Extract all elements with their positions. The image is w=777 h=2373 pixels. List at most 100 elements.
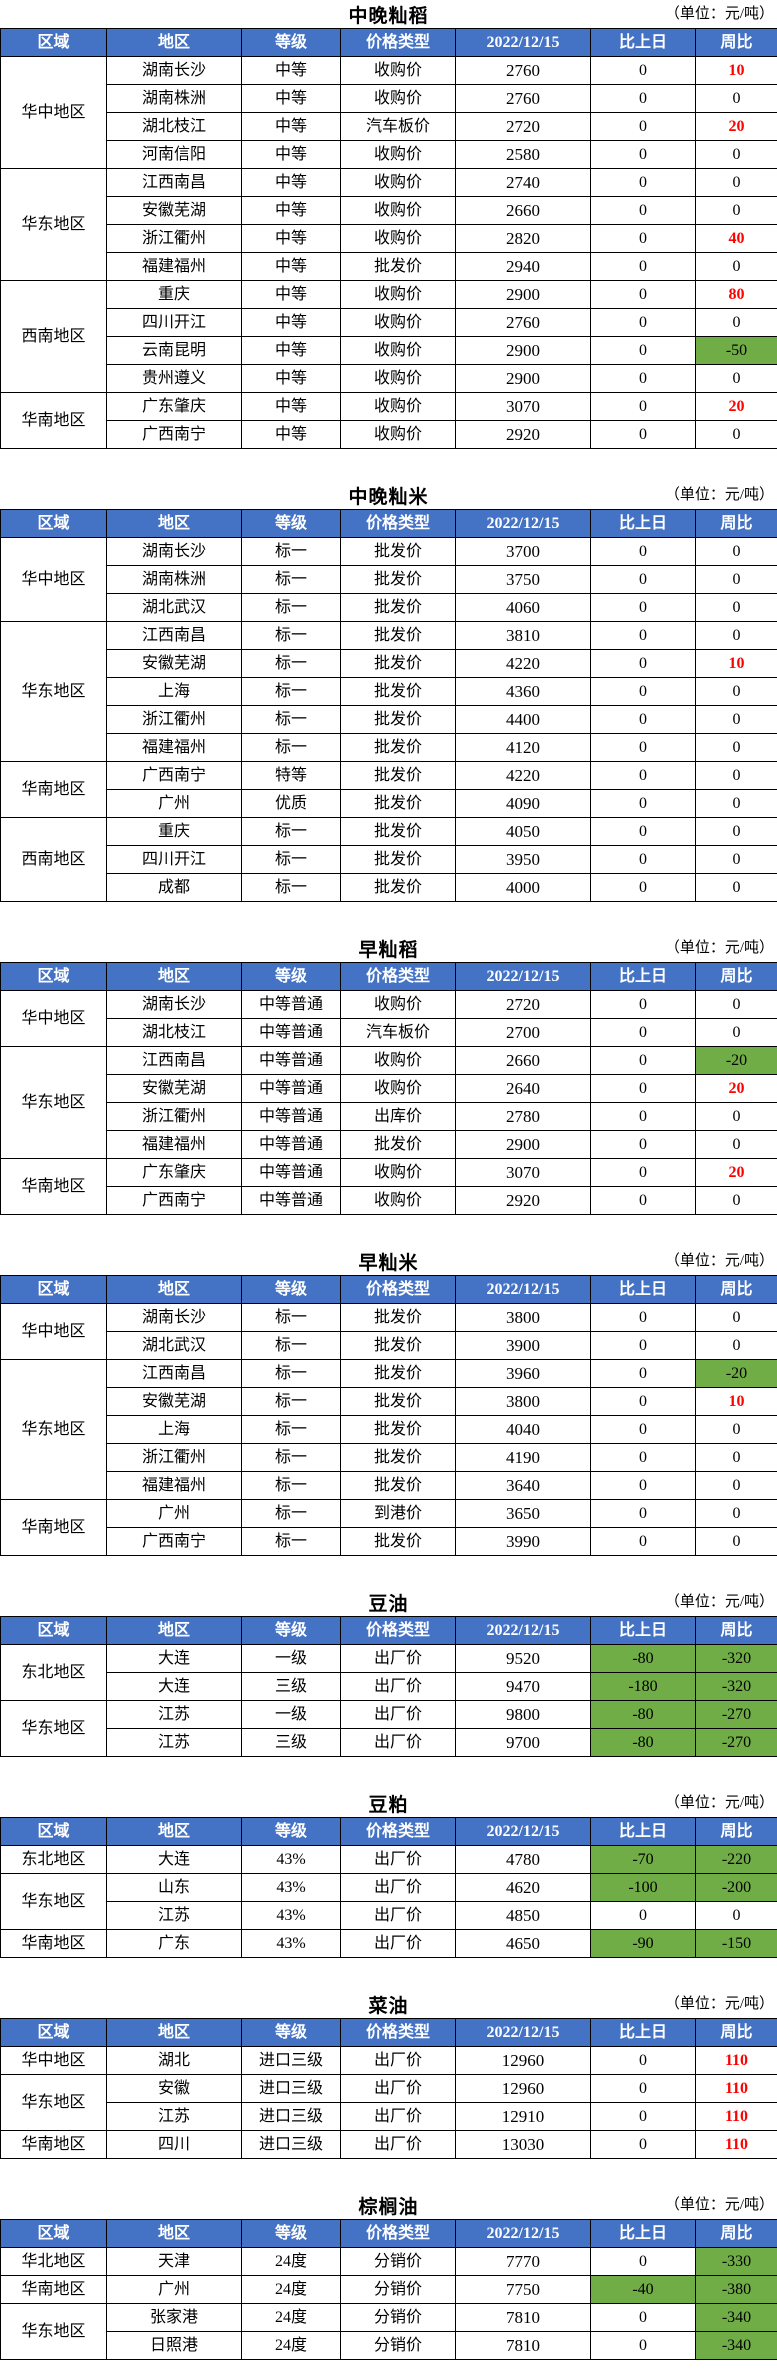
column-header-cell[interactable]: 区域 [0,28,107,57]
area-cell[interactable]: 湖南株洲 [106,565,242,594]
vs-prev-day-cell[interactable]: -100 [590,1873,696,1902]
week-change-cell[interactable]: 0 [695,308,777,337]
price-type-cell[interactable]: 批发价 [340,537,456,566]
grade-cell[interactable]: 中等普通 [241,1158,341,1187]
grade-cell[interactable]: 标一 [241,537,341,566]
column-header-cell[interactable]: 比上日 [590,962,696,991]
column-header-cell[interactable]: 区域 [0,509,107,538]
grade-cell[interactable]: 43% [241,1845,341,1874]
week-change-cell[interactable]: 0 [695,593,777,622]
grade-cell[interactable]: 标一 [241,1443,341,1472]
price-cell[interactable]: 3950 [455,845,591,874]
grade-cell[interactable]: 标一 [241,565,341,594]
price-type-cell[interactable]: 收购价 [340,280,456,309]
vs-prev-day-cell[interactable]: 0 [590,2247,696,2276]
grade-cell[interactable]: 中等普通 [241,1074,341,1103]
week-change-cell[interactable]: 0 [695,1102,777,1131]
grade-cell[interactable]: 中等普通 [241,1130,341,1159]
region-cell[interactable]: 华东地区 [0,168,107,281]
price-cell[interactable]: 2700 [455,1018,591,1047]
price-type-cell[interactable]: 收购价 [340,364,456,393]
region-cell[interactable]: 西南地区 [0,817,107,902]
week-change-cell[interactable]: -200 [695,1873,777,1902]
vs-prev-day-cell[interactable]: 0 [590,224,696,253]
area-cell[interactable]: 福建福州 [106,733,242,762]
vs-prev-day-cell[interactable]: 0 [590,196,696,225]
grade-cell[interactable]: 进口三级 [241,2102,341,2131]
grade-cell[interactable]: 中等 [241,196,341,225]
grade-cell[interactable]: 优质 [241,789,341,818]
week-change-cell[interactable]: 10 [695,649,777,678]
column-header-cell[interactable]: 区域 [0,2018,107,2047]
week-change-cell[interactable]: 20 [695,112,777,141]
week-change-cell[interactable]: 0 [695,1130,777,1159]
column-header-cell[interactable]: 比上日 [590,1616,696,1645]
week-change-cell[interactable]: 0 [695,565,777,594]
grade-cell[interactable]: 进口三级 [241,2074,341,2103]
week-change-cell[interactable]: 0 [695,705,777,734]
region-cell[interactable]: 华东地区 [0,1700,107,1757]
area-cell[interactable]: 湖南长沙 [106,537,242,566]
area-cell[interactable]: 天津 [106,2247,242,2276]
vs-prev-day-cell[interactable]: 0 [590,2074,696,2103]
area-cell[interactable]: 湖南株洲 [106,84,242,113]
column-header-cell[interactable]: 比上日 [590,2018,696,2047]
price-cell[interactable]: 3750 [455,565,591,594]
week-change-cell[interactable]: 0 [695,168,777,197]
vs-prev-day-cell[interactable]: 0 [590,1359,696,1388]
price-type-cell[interactable]: 收购价 [340,1186,456,1215]
vs-prev-day-cell[interactable]: -40 [590,2275,696,2304]
grade-cell[interactable]: 进口三级 [241,2046,341,2075]
grade-cell[interactable]: 24度 [241,2275,341,2304]
vs-prev-day-cell[interactable]: 0 [590,1331,696,1360]
area-cell[interactable]: 日照港 [106,2331,242,2360]
vs-prev-day-cell[interactable]: 0 [590,1499,696,1528]
price-cell[interactable]: 12960 [455,2046,591,2075]
price-cell[interactable]: 2760 [455,56,591,85]
price-type-cell[interactable]: 收购价 [340,140,456,169]
vs-prev-day-cell[interactable]: -80 [590,1728,696,1757]
column-header-cell[interactable]: 周比 [695,1616,777,1645]
price-type-cell[interactable]: 批发价 [340,252,456,281]
price-type-cell[interactable]: 批发价 [340,621,456,650]
price-cell[interactable]: 4050 [455,817,591,846]
column-header-cell[interactable]: 等级 [241,1817,341,1846]
column-header-cell[interactable]: 价格类型 [340,28,456,57]
area-cell[interactable]: 广东肇庆 [106,1158,242,1187]
grade-cell[interactable]: 标一 [241,1527,341,1556]
price-type-cell[interactable]: 出厂价 [340,2130,456,2159]
region-cell[interactable]: 华中地区 [0,56,107,169]
region-cell[interactable]: 华东地区 [0,1046,107,1159]
price-type-cell[interactable]: 出厂价 [340,1672,456,1701]
week-change-cell[interactable]: 0 [695,140,777,169]
price-type-cell[interactable]: 批发价 [340,1359,456,1388]
vs-prev-day-cell[interactable]: 0 [590,649,696,678]
column-header-cell[interactable]: 周比 [695,2018,777,2047]
column-header-cell[interactable]: 价格类型 [340,2018,456,2047]
vs-prev-day-cell[interactable]: 0 [590,84,696,113]
grade-cell[interactable]: 中等普通 [241,1186,341,1215]
vs-prev-day-cell[interactable]: 0 [590,845,696,874]
grade-cell[interactable]: 三级 [241,1728,341,1757]
area-cell[interactable]: 安徽芜湖 [106,649,242,678]
column-header-cell[interactable]: 周比 [695,509,777,538]
area-cell[interactable]: 安徽 [106,2074,242,2103]
region-cell[interactable]: 华东地区 [0,621,107,762]
grade-cell[interactable]: 中等普通 [241,1046,341,1075]
price-type-cell[interactable]: 分销价 [340,2275,456,2304]
area-cell[interactable]: 广州 [106,789,242,818]
column-header-cell[interactable]: 周比 [695,962,777,991]
grade-cell[interactable]: 标一 [241,873,341,902]
week-change-cell[interactable]: -220 [695,1845,777,1874]
vs-prev-day-cell[interactable]: -80 [590,1644,696,1673]
price-cell[interactable]: 2660 [455,1046,591,1075]
column-header-cell[interactable]: 价格类型 [340,2219,456,2248]
week-change-cell[interactable]: 0 [695,420,777,449]
area-cell[interactable]: 福建福州 [106,1471,242,1500]
area-cell[interactable]: 湖南长沙 [106,1303,242,1332]
price-cell[interactable]: 2720 [455,990,591,1019]
week-change-cell[interactable]: 20 [695,392,777,421]
price-cell[interactable]: 9700 [455,1728,591,1757]
week-change-cell[interactable]: 0 [695,1303,777,1332]
area-cell[interactable]: 重庆 [106,817,242,846]
